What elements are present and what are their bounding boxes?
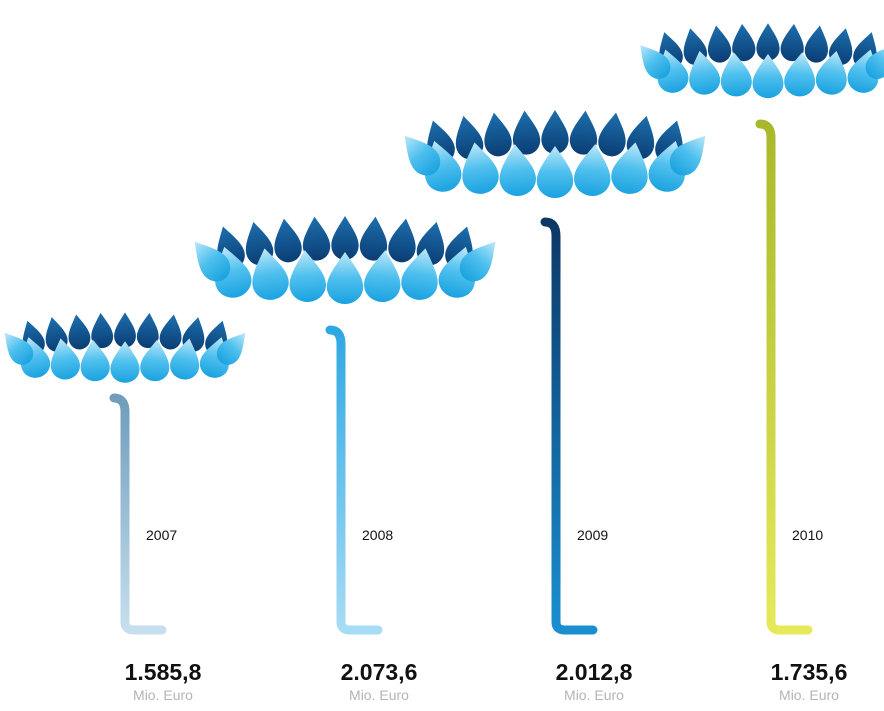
stem	[330, 330, 378, 630]
value-label: 2.073,6	[341, 659, 418, 685]
drop-cluster	[394, 110, 717, 198]
year-label: 2010	[792, 527, 823, 543]
stem	[760, 124, 808, 630]
drop	[753, 54, 784, 98]
value-label: 1.585,8	[125, 659, 202, 685]
year-label: 2009	[577, 527, 608, 543]
drop	[65, 313, 92, 351]
infographic: 2007 1.585,8 Mio. Euro 2008 2.073,6 Mio. Euro…	[0, 0, 884, 711]
drop	[386, 217, 419, 264]
drop	[327, 252, 363, 304]
unit-label: Mio. Euro	[133, 687, 193, 703]
stem	[545, 222, 593, 630]
value-label: 2.012,8	[556, 659, 633, 685]
drop-cluster	[184, 216, 507, 304]
drop	[596, 111, 629, 158]
drop	[270, 217, 303, 264]
year-label: 2007	[146, 527, 177, 543]
drop-cluster	[0, 312, 254, 383]
unit-label: Mio. Euro	[349, 687, 409, 703]
unit-label: Mio. Euro	[779, 687, 839, 703]
drop-cluster	[631, 23, 884, 98]
drop	[480, 111, 513, 158]
drop	[803, 24, 831, 64]
value-label: 1.735,6	[771, 659, 848, 685]
year-label: 2008	[362, 527, 393, 543]
drop	[537, 146, 573, 198]
stem	[114, 398, 162, 630]
drop	[158, 313, 185, 351]
unit-label: Mio. Euro	[564, 687, 624, 703]
drop	[705, 24, 733, 64]
drop	[110, 341, 139, 383]
